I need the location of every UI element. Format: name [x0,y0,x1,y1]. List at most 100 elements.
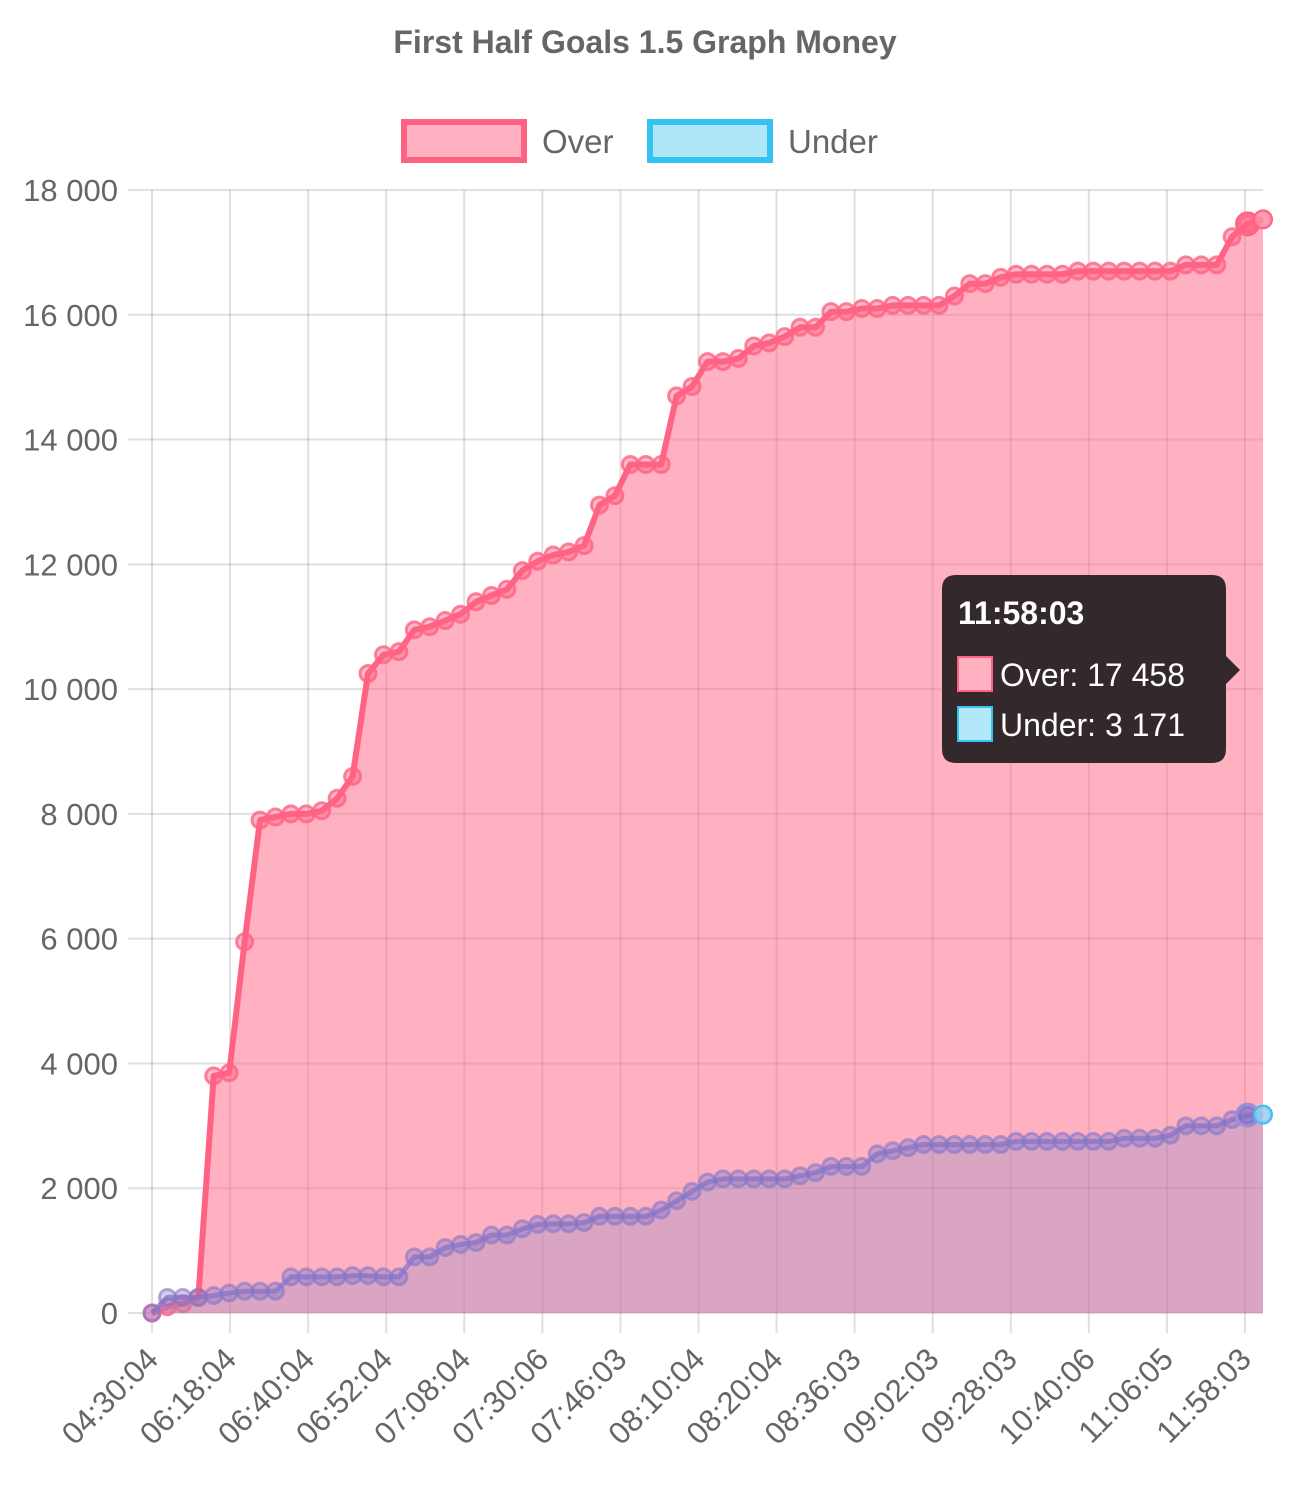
y-tick-label: 18 000 [23,173,118,208]
point-under [914,1135,934,1155]
point-under [821,1156,841,1176]
point-over [1222,227,1242,247]
point-under [281,1267,301,1287]
point-under [1160,1125,1180,1145]
point-under [775,1169,795,1189]
tooltip-swatch-under [957,706,993,742]
point-over [836,302,856,322]
point-under [698,1172,717,1192]
point-under [559,1214,579,1234]
point-over [481,586,501,606]
y-tick-label: 6 000 [40,922,118,957]
legend-label-under: Under [788,123,878,160]
point-under [836,1156,856,1176]
point-under [466,1233,486,1253]
point-over [420,617,440,637]
point-over [698,352,717,372]
point-under [1191,1116,1211,1136]
point-over [204,1066,224,1086]
point-under [759,1169,779,1189]
point-under [713,1169,733,1189]
point-under [929,1135,949,1155]
point-over [759,333,779,353]
x-axis-ticks: 04:30:0406:18:0406:40:0406:52:0407:08:04… [55,1341,1258,1451]
point-over [343,766,363,786]
point-over [528,551,548,571]
point-over [1145,261,1165,281]
legend: Over Under [401,119,878,163]
point-under [435,1237,455,1257]
point-under [1068,1131,1088,1151]
point-over [682,377,702,397]
tooltip-swatch-over [957,656,993,692]
point-under [620,1206,640,1226]
point-over [944,286,964,306]
point-over [1099,261,1119,281]
point-over [636,455,656,475]
point-under [204,1286,224,1306]
point-over [589,495,609,515]
point-over [235,932,255,952]
point-over [435,610,455,630]
tooltip-title: 11:58:03 [958,595,1084,631]
point-under [883,1141,903,1161]
point-over [852,299,872,319]
point-over [867,299,887,319]
point-over [975,274,995,294]
point-under [852,1156,872,1176]
point-under [1022,1131,1042,1151]
y-tick-label: 2 000 [40,1171,118,1206]
point-over [728,348,748,368]
y-tick-label: 12 000 [23,547,118,582]
point-over [327,788,347,808]
point-over [790,317,810,337]
point-over [620,455,640,475]
point-over [1037,264,1057,284]
point-over [1207,255,1227,275]
point-under [651,1200,671,1220]
point-under [960,1135,980,1155]
point-under [219,1283,239,1303]
point-over [358,664,378,684]
point-under [1037,1131,1057,1151]
point-under [867,1144,887,1164]
point-under [451,1234,471,1254]
y-tick-label: 14 000 [23,423,118,458]
point-under [373,1267,393,1287]
point-under [358,1266,378,1286]
point-under [420,1247,440,1267]
point-under [898,1138,918,1158]
point-over [296,804,316,824]
point-under [667,1191,687,1211]
point-over [929,295,949,315]
point-under [343,1266,363,1286]
point-under [605,1206,625,1226]
point-over [1114,261,1134,281]
y-tick-label: 0 [101,1296,118,1331]
point-under [188,1287,208,1307]
point-over [559,542,579,562]
point-under [543,1214,563,1234]
point-over [250,810,270,830]
legend-item-over[interactable]: Over [401,119,614,163]
point-under [497,1225,517,1245]
point-over [219,1063,239,1083]
point-last-under [1253,1104,1273,1125]
legend-item-under[interactable]: Under [647,119,878,163]
y-tick-label: 10 000 [23,672,118,707]
point-under [1130,1128,1150,1148]
legend-swatch-over [401,119,527,163]
point-over [605,486,625,506]
point-over [713,352,733,372]
point-under [1083,1131,1103,1151]
point-under [173,1287,193,1307]
point-over [1022,264,1042,284]
point-over [806,317,826,337]
point-over [466,592,486,612]
point-under [991,1135,1011,1155]
series-layer [142,209,1273,1323]
point-over [898,295,918,315]
point-over [991,267,1011,287]
point-under [481,1225,501,1245]
